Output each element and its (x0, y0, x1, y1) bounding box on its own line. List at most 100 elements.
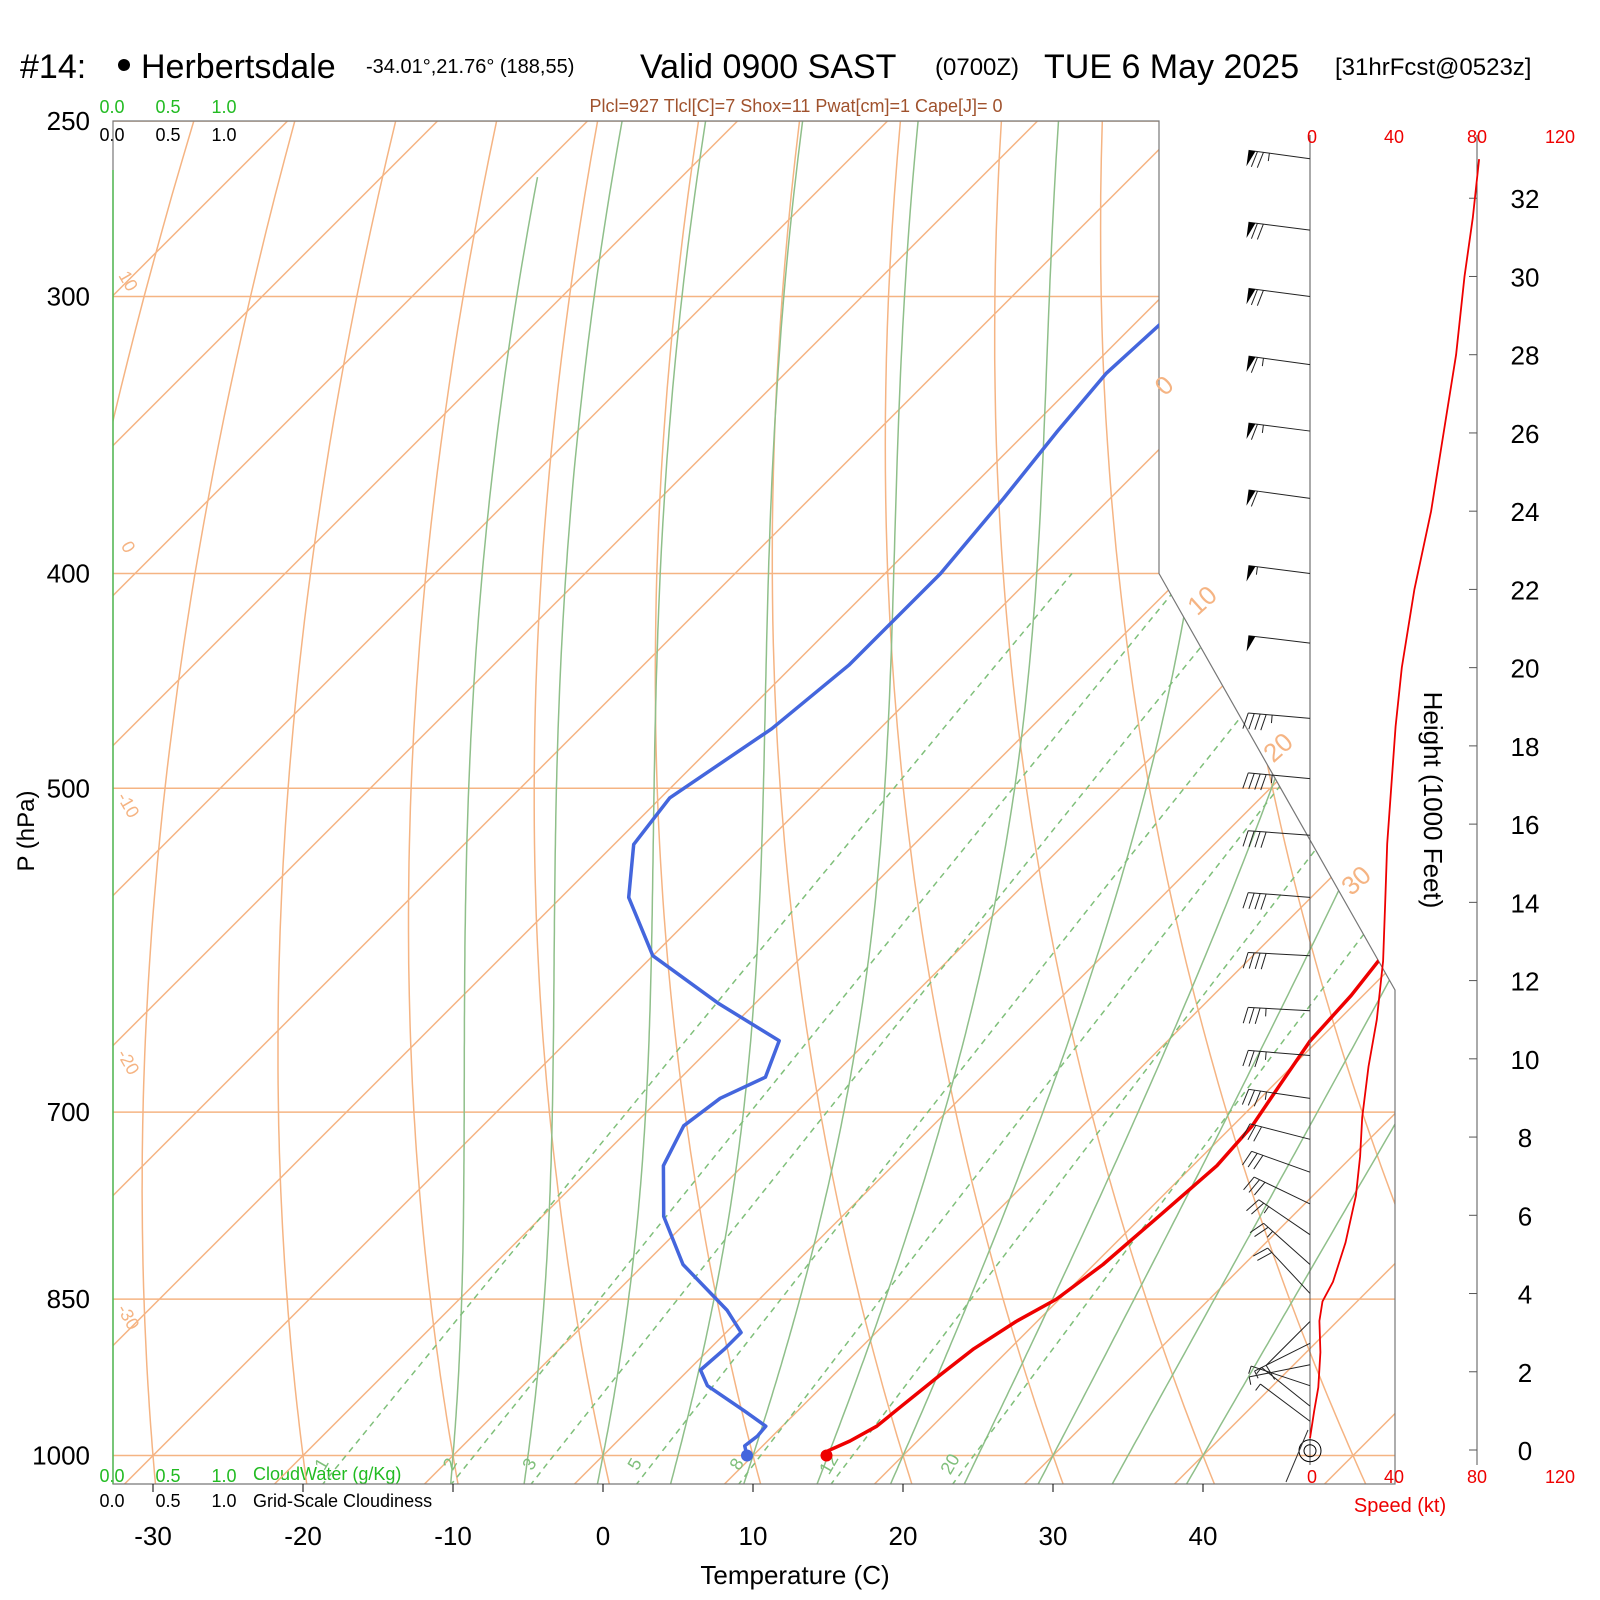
wind-speed-line (1309, 159, 1480, 1439)
isotherm-line (1110, 121, 1395, 1484)
wind-barb-half-feather (1254, 1370, 1259, 1379)
dewpoint-profile-line (626, 195, 1192, 1456)
speed-tick-label: 40 (1384, 127, 1404, 147)
wind-barb (1242, 951, 1311, 970)
speed-tick-label: 120 (1545, 1467, 1575, 1487)
dry-adiabat-line (1302, 121, 1395, 1484)
wind-barb-feather (1248, 830, 1255, 847)
isotherm-line (113, 121, 519, 1484)
wind-barb (1241, 1123, 1311, 1142)
wind-barb (1242, 1150, 1311, 1173)
wind-barb-half-feather (1248, 1376, 1252, 1385)
height-tick-label: 30 (1511, 262, 1540, 292)
wind-barb-staff (1248, 355, 1311, 366)
speed-tick-label: 80 (1467, 1467, 1487, 1487)
cloudiness-tick: 0.0 (99, 125, 124, 145)
wind-barb (1253, 1247, 1311, 1294)
dry-adiabat-line (884, 121, 1088, 1484)
wind-barb-feather (1254, 831, 1261, 848)
wind-barb-feather (1253, 1247, 1268, 1257)
wind-barb-staff (1248, 712, 1311, 719)
moist-adiabat-line (1004, 121, 1395, 1484)
wind-barb-half-feather (1264, 1051, 1267, 1060)
pressure-tick-label: 400 (47, 558, 90, 588)
speed-tick-label: 0 (1307, 1467, 1317, 1487)
wind-barb-staff (1248, 149, 1311, 160)
wind-barb-feather (1260, 953, 1267, 970)
wind-barb-pennant (1246, 288, 1256, 305)
top-scale-legend: 0.0 0.5 1.0 0.0 0.5 1.0 (99, 97, 236, 145)
moist-adiabat-line (1076, 121, 1395, 1484)
wind-barb-feather (1256, 223, 1264, 240)
temperature-tick-label: -10 (434, 1521, 472, 1551)
wind-barb-feather (1247, 1153, 1258, 1168)
temperature-tick-label: 0 (596, 1521, 610, 1551)
wind-barb-feather (1256, 290, 1264, 306)
wind-barb-staff (1248, 1006, 1311, 1012)
pressure-axis-title: P (hPa) (13, 791, 40, 872)
wind-barb-half-feather (1266, 1230, 1274, 1238)
mixing-ratio-line (299, 573, 1073, 1484)
wind-barb (1243, 1176, 1311, 1205)
wind-barb-staff (1249, 1123, 1311, 1140)
dry-adiabat-line (141, 121, 318, 1484)
pressure-tick-label: 1000 (32, 1441, 90, 1471)
wind-barb-feather (1250, 490, 1258, 507)
wind-barb-half-feather (1248, 1365, 1252, 1374)
wind-barb-feather (1250, 424, 1258, 440)
wind-barb-feather (1260, 893, 1267, 910)
isotherm-line (113, 121, 1119, 1484)
dry-adiabat-line (277, 121, 417, 1484)
wind-barb-feather (1247, 1089, 1256, 1106)
wind-barb-pennant (1246, 565, 1256, 582)
height-tick-label: 16 (1511, 810, 1540, 840)
wind-barb-feather (1248, 892, 1255, 909)
wind-barb-pennant (1246, 635, 1256, 652)
wind-barb-feather (1248, 713, 1255, 730)
mixing-ratio-line (428, 573, 1190, 1484)
height-tick-label: 0 (1518, 1436, 1532, 1466)
surface-dewpoint-dot (741, 1449, 753, 1462)
mixing-ratio-line (809, 573, 1395, 1484)
wind-barb (1255, 1383, 1311, 1422)
wind-barb-feather (1247, 1125, 1257, 1141)
stability-indices: Plcl=927 Tlcl[C]=7 Shox=11 Pwat[cm]=1 Ca… (589, 96, 1002, 116)
wind-barb-feather (1248, 952, 1255, 969)
wind-barb (1242, 772, 1311, 791)
wind-barb-half-feather (1264, 1091, 1267, 1100)
wind-barb-feather (1242, 772, 1249, 789)
wind-barb (1242, 892, 1311, 910)
height-tick-label: 6 (1518, 1201, 1532, 1231)
moist-adiabat-label: 20 (1257, 726, 1299, 768)
wind-barb-staff (1254, 1342, 1311, 1372)
cloudwater-tick: 0.0 (99, 1466, 124, 1486)
wind-barb-feather (1260, 831, 1267, 848)
height-tick-label: 14 (1511, 888, 1540, 918)
wind-barb (1246, 287, 1311, 306)
wind-barb-feather (1241, 1123, 1251, 1139)
wind-barb-staff (1249, 1364, 1311, 1378)
moist-adiabat-line (791, 121, 1066, 1484)
wind-barb-staff (1261, 1367, 1311, 1407)
wind-barb (1248, 1365, 1311, 1387)
wind-barb (1256, 1367, 1311, 1407)
moist-adiabat-line (582, 121, 720, 1484)
moist-adiabat-line (513, 121, 631, 1484)
height-tick-label: 12 (1511, 967, 1540, 997)
valid-date: TUE 6 May 2025 (1044, 48, 1299, 86)
wind-barb-feather (1248, 1007, 1255, 1024)
valid-time: Valid 0900 SAST (640, 48, 896, 86)
wind-barb-feather (1257, 1252, 1273, 1261)
wind-barb-staff (1248, 1088, 1311, 1099)
plot-outline (112, 120, 1396, 1485)
isotherm-line (510, 121, 1395, 1484)
wind-barb (1249, 1222, 1311, 1265)
wind-barb-feather (1250, 223, 1258, 239)
pressure-tick-label: 850 (47, 1284, 90, 1314)
wind-barb-half-feather (1267, 153, 1270, 162)
cloudiness-tick: 0.5 (155, 1491, 180, 1511)
wind-barb-half-feather (1270, 775, 1273, 784)
height-tick-label: 8 (1518, 1123, 1532, 1153)
wind-barb-staff (1260, 1383, 1311, 1422)
